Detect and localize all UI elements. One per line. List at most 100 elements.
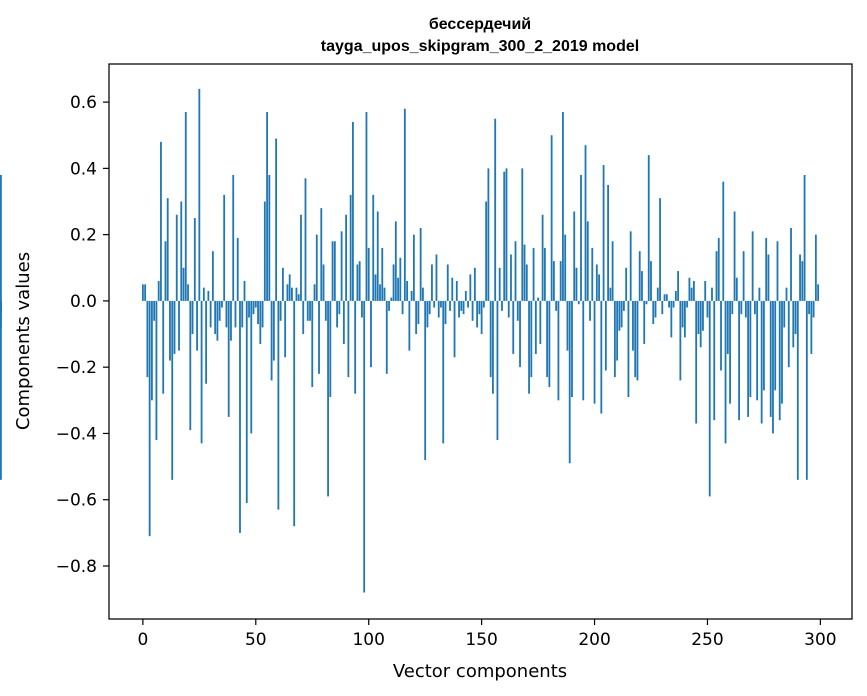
- bar: [397, 277, 399, 301]
- bar: [352, 121, 354, 301]
- bar: [584, 145, 587, 301]
- bar: [166, 198, 169, 301]
- bar: [729, 300, 731, 404]
- bar: [586, 221, 589, 301]
- bar: [532, 247, 535, 301]
- bar: [796, 300, 799, 480]
- bar: [288, 274, 291, 301]
- bar: [589, 300, 591, 321]
- bar: [697, 300, 700, 335]
- bar: [555, 300, 558, 311]
- bar: [363, 300, 366, 593]
- bar: [327, 300, 329, 497]
- bar: [365, 112, 368, 301]
- bar: [374, 274, 377, 301]
- bar: [399, 257, 402, 301]
- bar: [787, 300, 790, 368]
- bar: [148, 300, 151, 537]
- bar: [193, 218, 196, 301]
- bar: [557, 300, 560, 401]
- bar: [162, 300, 165, 394]
- bar: [550, 135, 553, 301]
- bar: [442, 300, 445, 444]
- bar: [187, 284, 189, 301]
- bar: [178, 300, 180, 351]
- bar: [656, 287, 659, 301]
- bar: [451, 277, 454, 301]
- bars-group: [0, 88, 820, 593]
- bar: [632, 300, 634, 351]
- bar: [659, 198, 661, 301]
- bar: [552, 261, 555, 301]
- bar: [812, 300, 815, 318]
- bar: [623, 300, 625, 311]
- bar: [738, 300, 740, 421]
- bar: [634, 300, 637, 378]
- bar: [785, 287, 788, 301]
- bar: [717, 237, 720, 301]
- bar: [487, 168, 490, 301]
- bar: [180, 201, 183, 301]
- bar: [548, 300, 551, 388]
- bar: [349, 194, 352, 301]
- bar: [263, 201, 266, 301]
- bar: [541, 214, 544, 301]
- bar: [417, 300, 420, 325]
- bar: [462, 300, 465, 315]
- bar: [306, 300, 309, 321]
- bar: [690, 287, 693, 301]
- bar: [693, 281, 695, 301]
- x-tick-label: 250: [691, 630, 723, 650]
- bar: [482, 300, 485, 308]
- bar: [198, 88, 201, 301]
- bar: [390, 297, 393, 301]
- bar: [492, 300, 494, 394]
- bar: [582, 300, 585, 401]
- bar: [322, 264, 325, 301]
- x-tick-label: 0: [137, 630, 148, 650]
- bar: [799, 254, 801, 301]
- bar: [672, 300, 675, 308]
- bar: [503, 171, 506, 301]
- bar: [699, 300, 702, 348]
- bar: [758, 287, 761, 301]
- bar: [814, 234, 817, 301]
- bar: [469, 274, 472, 301]
- bar: [0, 300, 2, 328]
- bar: [602, 165, 605, 301]
- bar: [435, 254, 438, 301]
- bar: [774, 300, 777, 391]
- bar: [460, 300, 463, 311]
- bar: [627, 300, 630, 397]
- bar: [379, 284, 381, 301]
- bar: [593, 300, 596, 404]
- bar: [304, 178, 307, 301]
- bar: [422, 287, 424, 301]
- bar: [388, 300, 390, 311]
- bar: [661, 300, 664, 315]
- bar: [243, 281, 246, 301]
- y-tick-label: −0.2: [56, 358, 97, 378]
- bar: [455, 281, 458, 301]
- bar: [225, 300, 228, 328]
- bar: [268, 175, 271, 301]
- bar: [792, 300, 795, 348]
- bar: [202, 287, 205, 301]
- x-tick-label: 300: [804, 630, 836, 650]
- bar: [232, 175, 235, 301]
- bar: [394, 221, 397, 301]
- bar: [324, 300, 327, 321]
- bar: [424, 300, 427, 460]
- bar: [302, 300, 305, 335]
- bar: [146, 300, 149, 378]
- bar: [489, 300, 492, 378]
- bar: [252, 300, 255, 315]
- bar: [277, 300, 280, 510]
- x-tick-label: 150: [465, 630, 497, 650]
- bar: [776, 241, 779, 301]
- bar: [367, 247, 370, 301]
- bar: [643, 300, 646, 344]
- bar: [528, 300, 530, 394]
- bar: [218, 300, 221, 321]
- plot-frame: [108, 63, 853, 620]
